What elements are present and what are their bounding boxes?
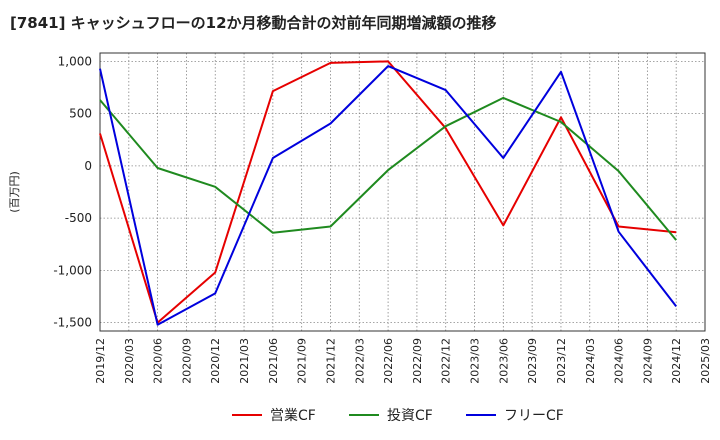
y-axis-label: (百万円) bbox=[8, 171, 21, 213]
y-tick-label: -500 bbox=[65, 211, 92, 225]
series-line-1 bbox=[99, 60, 677, 324]
x-tick-label: 2022/12 bbox=[440, 338, 453, 384]
x-tick-label: 2024/03 bbox=[584, 338, 597, 384]
x-axis-ticks: 2019/12 2020/03 2020/06 2020/09 2020/12 2021/… bbox=[94, 338, 712, 384]
series-lines bbox=[99, 60, 677, 326]
x-tick-label: 2023/09 bbox=[526, 338, 539, 384]
y-tick-label: -1,500 bbox=[53, 316, 92, 330]
x-tick-label: 2021/03 bbox=[238, 338, 251, 384]
x-tick-label: 2021/09 bbox=[296, 338, 309, 384]
x-tick-label: 2022/09 bbox=[411, 338, 424, 384]
x-tick-label: 2021/12 bbox=[324, 338, 337, 384]
y-tick-label: -1,000 bbox=[53, 263, 92, 277]
y-axis-ticks: 1,000 500 0 -500 -1,000 -1,500 bbox=[53, 54, 92, 329]
x-tick-label: 2023/03 bbox=[469, 338, 482, 384]
x-tick-label: 2023/12 bbox=[555, 338, 568, 384]
x-tick-label: 2024/06 bbox=[613, 338, 626, 384]
legend: 営業CF 投資CF フリーCF bbox=[232, 408, 564, 424]
series-line-3 bbox=[99, 65, 677, 326]
chart-title: [7841] キャッシュフローの12か月移動合計の対前年同期増減額の推移 bbox=[10, 14, 497, 32]
series-line-2 bbox=[99, 96, 677, 241]
legend-label-2: 投資CF bbox=[387, 408, 433, 424]
x-tick-label: 2024/09 bbox=[641, 338, 654, 384]
grid-lines bbox=[99, 53, 706, 331]
x-tick-label: 2019/12 bbox=[94, 338, 107, 384]
x-tick-label: 2020/06 bbox=[152, 338, 165, 384]
x-tick-label: 2025/03 bbox=[699, 338, 712, 384]
y-tick-label: 500 bbox=[69, 107, 92, 121]
x-tick-label: 2020/03 bbox=[123, 338, 136, 384]
x-tick-label: 2020/09 bbox=[180, 338, 193, 384]
x-tick-label: 2020/12 bbox=[209, 338, 222, 384]
x-tick-label: 2022/06 bbox=[382, 338, 395, 384]
y-tick-label: 1,000 bbox=[58, 54, 92, 68]
plot-frame bbox=[99, 52, 706, 332]
x-tick-label: 2021/06 bbox=[267, 338, 280, 384]
y-tick-label: 0 bbox=[84, 159, 92, 173]
x-tick-label: 2024/12 bbox=[670, 338, 683, 384]
x-tick-label: 2023/06 bbox=[497, 338, 510, 384]
x-tick-label: 2022/03 bbox=[353, 338, 366, 384]
legend-label-3: フリーCF bbox=[504, 408, 564, 424]
legend-label-1: 営業CF bbox=[270, 408, 316, 424]
